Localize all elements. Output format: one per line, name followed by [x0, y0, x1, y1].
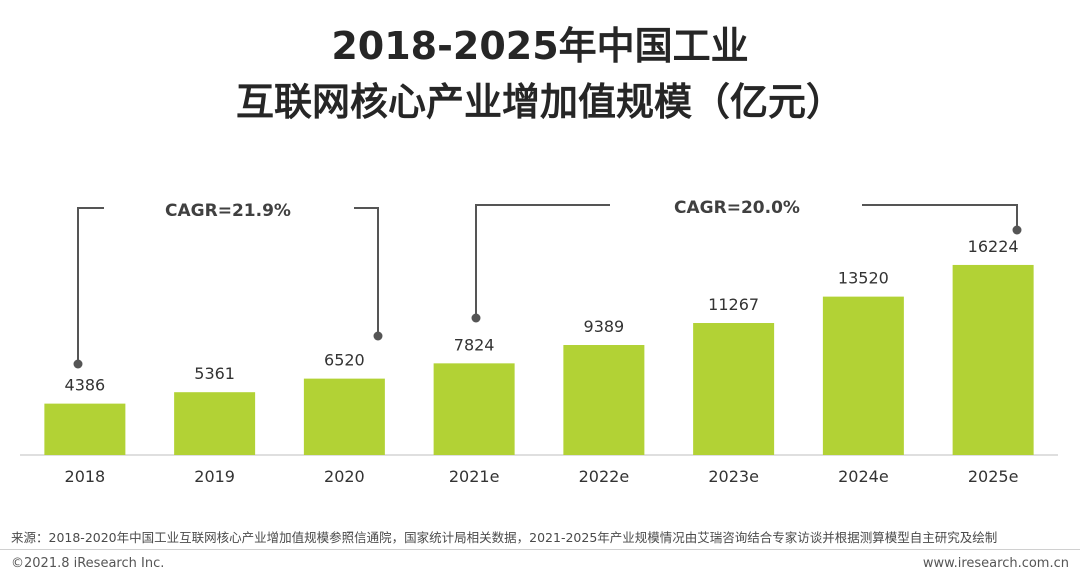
- x-tick-label-2019: 2019: [194, 467, 235, 486]
- website-url: www.iresearch.com.cn: [922, 556, 1069, 571]
- data-label-2019: 5361: [194, 364, 235, 383]
- data-label-2022e: 9389: [584, 317, 625, 336]
- x-tick-label-2018: 2018: [65, 467, 106, 486]
- x-tick-label-2024e: 2024e: [838, 467, 889, 486]
- data-label-2025e: 16224: [968, 237, 1019, 256]
- cagr-label-2: CAGR=20.0%: [674, 198, 800, 218]
- bar-2022e: [563, 345, 645, 455]
- data-label-2024e: 13520: [838, 269, 889, 288]
- bar-2018: [44, 403, 126, 455]
- bar-2024e: [822, 296, 904, 455]
- chart-title-line-2: 互联网核心产业增加值规模（亿元）: [235, 80, 844, 124]
- cagr-bracket-1-start-dot: [73, 359, 83, 369]
- chart-title-line-1: 2018-2025年中国工业: [331, 24, 749, 68]
- footer-divider: [0, 549, 1080, 550]
- data-label-2018: 4386: [65, 376, 106, 395]
- copyright: ©2021.8 iResearch Inc.: [11, 556, 165, 571]
- bar-2023e: [693, 323, 775, 455]
- bar-2020: [303, 378, 385, 455]
- bar-2021e: [433, 363, 515, 455]
- bar-2019: [174, 392, 256, 455]
- cagr-bracket-2-end-dot: [1012, 225, 1022, 235]
- x-tick-label-2025e: 2025e: [968, 467, 1019, 486]
- x-tick-label-2021e: 2021e: [449, 467, 500, 486]
- x-tick-label-2020: 2020: [324, 467, 365, 486]
- cagr-bracket-2: [475, 204, 1018, 318]
- data-label-2021e: 7824: [454, 335, 495, 354]
- x-tick-label-2022e: 2022e: [579, 467, 630, 486]
- source-note: 来源：2018-2020年中国工业互联网核心产业增加值规模参照信通院，国家统计局…: [11, 530, 998, 545]
- bar-chart: 4386 2018 5361 2019 6520 2020 7824 2021e 9389 202…: [20, 198, 1058, 486]
- cagr-bracket-2-start-dot: [471, 313, 481, 323]
- cagr-bracket-1: [77, 207, 379, 364]
- data-label-2020: 6520: [324, 351, 365, 370]
- bar-2025e: [952, 264, 1034, 455]
- cagr-label-1: CAGR=21.9%: [165, 201, 291, 221]
- x-tick-label-2023e: 2023e: [708, 467, 759, 486]
- cagr-bracket-1-end-dot: [373, 331, 383, 341]
- data-label-2023e: 11267: [708, 295, 759, 314]
